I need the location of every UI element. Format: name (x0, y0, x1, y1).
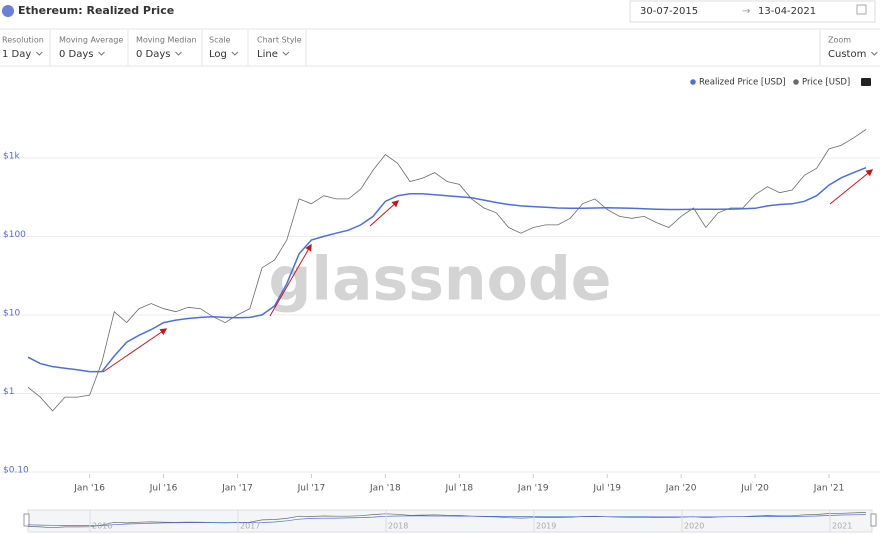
legend-marker (690, 79, 696, 85)
arrow: → (742, 6, 750, 17)
chevron (870, 51, 878, 56)
nav-label: 2016 (92, 522, 112, 531)
x-tick-label: Jul '20 (740, 484, 769, 494)
navigator[interactable] (27, 509, 873, 533)
nav-line (27, 514, 867, 526)
x-tick-label: Jul '16 (149, 484, 178, 494)
legend-entry[interactable]: Price [USD] (802, 78, 850, 88)
legend-entry[interactable]: Realized Price [USD] (699, 78, 786, 88)
control-label: Moving Average (59, 36, 123, 45)
arrow (829, 169, 874, 205)
asset-icon (2, 5, 14, 17)
y-tick-label: $1k (3, 151, 20, 161)
control-value[interactable]: Log (209, 49, 227, 60)
chevron (175, 51, 182, 56)
calendar-icon[interactable] (856, 4, 867, 15)
y-tick-label: $100 (3, 230, 26, 240)
chevron (231, 51, 239, 56)
x-tick-label: Jan '18 (369, 484, 401, 494)
chevron (98, 51, 105, 56)
x-tick-label: Jan '16 (73, 484, 105, 494)
y-tick-label: $1 (3, 387, 14, 397)
control-value[interactable]: 0 Days (59, 49, 94, 60)
control-label: Moving Median (136, 36, 197, 45)
watermark: glassnode (268, 245, 611, 315)
plot (27, 129, 867, 412)
control-label: Zoom (828, 36, 851, 45)
arrow (102, 328, 168, 373)
control-label: Chart Style (257, 36, 302, 45)
date-range[interactable] (629, 0, 876, 23)
nav-handle[interactable] (870, 513, 877, 527)
x-tick-label: Jan '17 (221, 484, 253, 494)
x-tick-label: Jul '18 (444, 484, 473, 494)
control-value[interactable]: Custom (828, 49, 866, 60)
legend: Realized Price [USD] Price [USD] (690, 78, 850, 88)
legend-marker (793, 79, 799, 85)
nav-label: 2020 (684, 522, 704, 531)
y-tick-label: $0.10 (3, 466, 29, 476)
date-to[interactable]: 13-04-2021 (758, 6, 816, 17)
control-value[interactable]: 1 Day (2, 49, 31, 60)
realized-line (27, 167, 867, 373)
nav-label: 2017 (240, 522, 260, 531)
arrow (269, 243, 312, 317)
x-tick-label: Jan '21 (813, 484, 845, 494)
grid: $0.10 $1 $10 $100 $1k Jan '16 Jul '16 Jan '17 Ju… (0, 151, 880, 494)
controls: Resolution 1 Day Moving Average 0 Days Movin… (2, 30, 878, 66)
nav-label: 2021 (832, 522, 852, 531)
control-value[interactable]: 0 Days (136, 49, 171, 60)
chevron (282, 51, 290, 56)
control-value[interactable]: Line (257, 49, 278, 60)
control-label: Resolution (2, 36, 44, 45)
x-tick-label: Jan '20 (665, 484, 697, 494)
nav-handle[interactable] (23, 513, 30, 527)
arrow (369, 200, 400, 227)
y-tick-label: $10 (3, 308, 20, 318)
camera-icon[interactable] (861, 78, 871, 86)
nav-label: 2018 (388, 522, 408, 531)
control-label: Scale (209, 36, 231, 45)
title: Ethereum: Realized Price (18, 4, 174, 17)
x-tick-label: Jan '19 (517, 484, 549, 494)
chevron (35, 51, 43, 56)
nav-label: 2019 (536, 522, 556, 531)
x-tick-label: Jul '19 (592, 484, 621, 494)
navigator-series: 2016 2017 2018 2019 2020 2021 (27, 510, 867, 532)
date-from[interactable]: 30-07-2015 (640, 6, 698, 17)
x-tick-label: Jul '17 (297, 484, 326, 494)
annotations (102, 169, 874, 373)
